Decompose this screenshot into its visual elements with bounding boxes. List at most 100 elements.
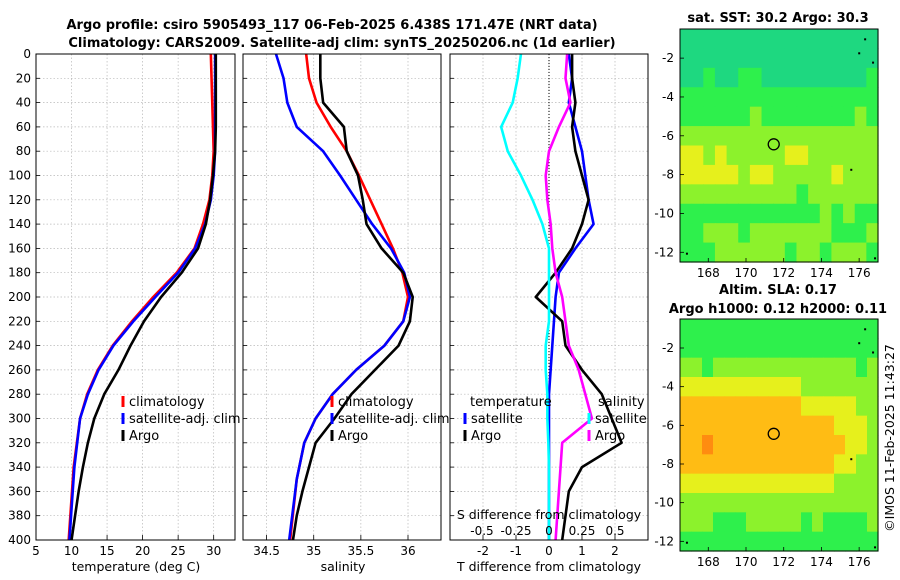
map-cell	[796, 67, 809, 88]
map-x-tick-label: 176	[848, 555, 871, 569]
map-cell	[768, 377, 780, 397]
map-cell	[845, 319, 857, 339]
map-cell	[790, 396, 802, 417]
map-cell	[819, 164, 833, 185]
map-cell	[680, 357, 692, 378]
map-cell	[757, 415, 769, 436]
y-tick-label: 40	[16, 96, 31, 110]
map-cell	[831, 145, 844, 166]
map-y-tick-label: -2	[662, 51, 674, 65]
map-cell	[757, 319, 769, 339]
map-cell	[735, 435, 747, 455]
map-cell	[726, 242, 739, 263]
map-cell	[703, 203, 716, 224]
map-cell	[854, 48, 867, 69]
map-cell	[703, 48, 716, 69]
y-tick-label: 60	[16, 120, 31, 134]
map-cell	[812, 396, 824, 417]
map-frame	[679, 318, 879, 552]
map-cell	[691, 512, 703, 533]
island-speck	[874, 257, 877, 260]
map-cell	[790, 377, 802, 397]
map-cell	[691, 106, 704, 127]
map-cell	[823, 357, 835, 378]
map-y-tick-label: -10	[654, 206, 674, 220]
map-cell	[691, 415, 703, 436]
map-x-tick-label: 174	[810, 555, 833, 569]
map-cell	[784, 106, 798, 127]
map-cell	[867, 493, 879, 513]
map-cell	[773, 48, 786, 69]
island-speck	[872, 351, 875, 354]
series-t-argo	[534, 54, 623, 541]
map-cell	[691, 126, 704, 147]
map-cell	[819, 126, 833, 147]
map-cell	[866, 164, 879, 185]
map-cell	[856, 415, 868, 436]
map-cell	[819, 184, 833, 205]
map-y-tick-label: -6	[662, 418, 674, 432]
map-cell	[749, 203, 763, 224]
map-cell	[761, 87, 774, 108]
map-cell	[831, 164, 844, 185]
map-cell	[680, 106, 693, 127]
map-cell	[834, 493, 846, 513]
map-cell	[790, 473, 802, 494]
map-cell	[819, 48, 833, 69]
map-cell	[761, 223, 774, 244]
map-cell	[823, 454, 835, 475]
sst-map-title: sat. SST: 30.2 Argo: 30.3	[687, 11, 868, 26]
map-cell	[779, 531, 791, 552]
map-cell	[854, 87, 867, 108]
map-cell	[779, 377, 791, 397]
map-cell	[796, 242, 809, 263]
map-cell	[749, 164, 763, 185]
map-cell	[703, 126, 716, 147]
map-cell	[866, 184, 879, 205]
argo-position-marker	[767, 427, 780, 440]
map-cell	[773, 164, 786, 185]
map-cell	[867, 377, 879, 397]
map-cell	[691, 48, 704, 69]
map-cell	[703, 106, 716, 127]
map-cell	[702, 415, 714, 436]
map-cell	[843, 223, 856, 244]
map-cell	[823, 377, 835, 397]
map-cell	[768, 435, 780, 455]
map-cell	[757, 338, 769, 359]
map-cell	[761, 126, 774, 147]
map-cell	[680, 242, 693, 263]
map-cell	[702, 473, 714, 494]
map-cell	[724, 338, 736, 359]
island-speck	[874, 546, 877, 549]
map-cell	[845, 338, 857, 359]
map-cell	[680, 319, 692, 339]
map-cell	[845, 435, 857, 455]
island-speck	[858, 52, 861, 55]
s-tick-label: 0	[545, 524, 553, 538]
plot-frame	[242, 53, 442, 541]
map-cell	[773, 126, 786, 147]
y-tick-label: 400	[8, 533, 31, 547]
map-cell	[784, 223, 798, 244]
map-cell	[724, 415, 736, 436]
map-cell	[757, 435, 769, 455]
map-x-tick-label: 168	[697, 555, 720, 569]
map-cell	[867, 357, 879, 378]
map-cell	[714, 87, 728, 108]
y-tick-label: 140	[8, 217, 31, 231]
y-tick-label: 80	[16, 144, 31, 158]
x-tick-label: 35	[306, 544, 321, 558]
map-cell	[735, 396, 747, 417]
map-cell	[801, 319, 813, 339]
map-cell	[713, 473, 725, 494]
y-tick-label: 340	[8, 460, 31, 474]
map-cell	[808, 29, 821, 50]
map-cell	[749, 223, 763, 244]
map-cell	[812, 338, 824, 359]
map-cell	[812, 512, 824, 533]
map-cell	[808, 145, 821, 166]
map-cell	[856, 531, 868, 552]
x-tick-label: 35.5	[347, 544, 374, 558]
map-cell	[773, 87, 786, 108]
